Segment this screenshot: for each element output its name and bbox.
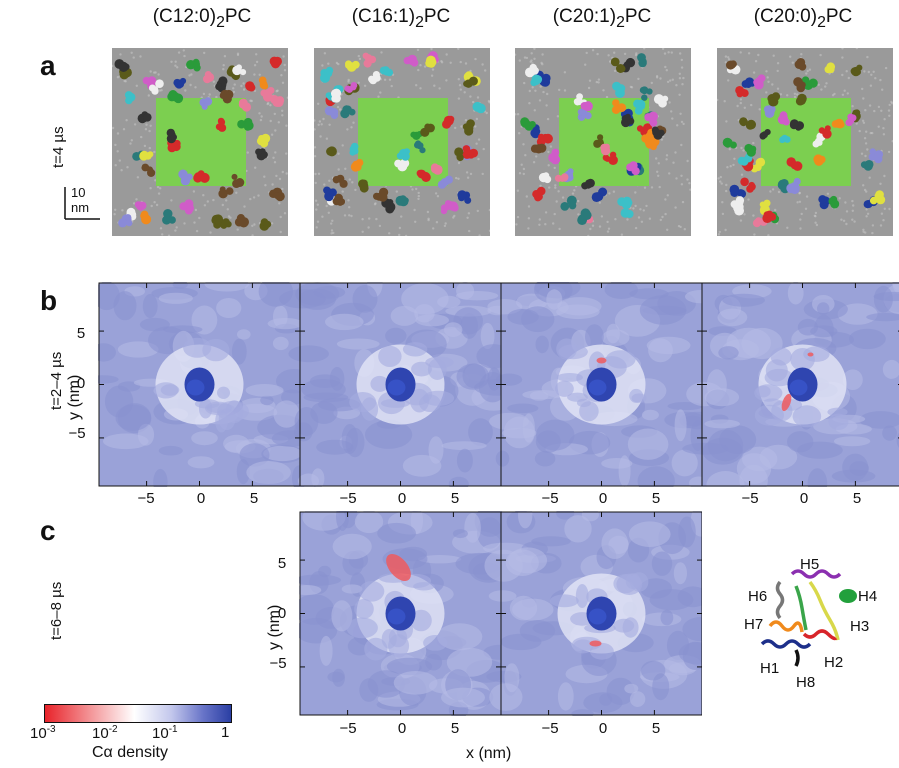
helix-label-h2: H2	[824, 654, 844, 671]
column-title-c12: (C12:0)2PC	[152, 6, 252, 31]
y-tick-b-m5: −5	[68, 425, 86, 442]
helix-h4-blob	[839, 589, 857, 603]
x-tick-c1-0: 0	[397, 720, 407, 737]
scale-bar-value: 10	[71, 185, 86, 200]
row-label-c: t=6–8 µs	[48, 581, 65, 640]
snapshot-c20-0	[717, 48, 893, 236]
helix-h5	[790, 569, 842, 579]
helix-label-h1: H1	[760, 660, 780, 677]
x-tick-c2-5: 5	[651, 720, 661, 737]
panel-letter-b: b	[40, 285, 58, 316]
x-tick-b1-5: 5	[249, 490, 259, 507]
y-tick-c-m5: −5	[269, 655, 287, 672]
helix-h2	[802, 629, 838, 641]
snapshot-c12	[112, 48, 288, 236]
y-tick-c-0: 0	[277, 605, 287, 622]
colorbar-tick-3: 10-1	[152, 724, 178, 742]
helix-label-h5: H5	[800, 556, 820, 573]
x-tick-b2-5: 5	[450, 490, 460, 507]
snapshot-c16	[314, 48, 490, 236]
helix-label-h4: H4	[858, 588, 878, 605]
x-tick-b1-m5: −5	[137, 490, 155, 507]
snapshot-c20-1	[515, 48, 691, 236]
x-tick-c2-m5: −5	[541, 720, 559, 737]
helix-label-h7: H7	[744, 616, 764, 633]
colorbar-tick-2: 10-2	[92, 724, 118, 742]
density-row-b	[98, 282, 899, 487]
row-label-a: t=4 µs	[50, 126, 67, 168]
helix-label-h3: H3	[850, 618, 870, 635]
helix-h1	[760, 639, 812, 649]
density-map-b-c12	[98, 282, 313, 487]
density-map-b-c20-0	[682, 282, 899, 487]
column-title-c16: (C16:1)2PC	[351, 6, 451, 31]
helix-h3-yellow	[808, 580, 840, 641]
x-tick-b3-m5: −5	[541, 490, 559, 507]
row-label-b: t=2–4 µs	[48, 351, 65, 410]
density-row-c	[299, 511, 702, 716]
x-tick-b4-m5: −5	[741, 490, 759, 507]
helix-h8	[794, 649, 800, 667]
panel-letter-a: a	[40, 50, 56, 81]
x-tick-c2-0: 0	[598, 720, 608, 737]
colorbar-tick-4: 1	[221, 724, 230, 741]
x-tick-b1-0: 0	[196, 490, 206, 507]
helix-h6	[775, 580, 785, 620]
colorbar-label: Cα density	[92, 744, 168, 761]
colorbar-tick-1: 10-3	[30, 724, 56, 742]
scale-bar-unit: nm	[71, 200, 90, 215]
y-tick-b-0: 0	[76, 375, 86, 392]
x-tick-c1-5: 5	[450, 720, 460, 737]
density-map-b-c20-1	[487, 282, 717, 487]
density-map-c-c16	[483, 511, 702, 716]
x-tick-b3-5: 5	[651, 490, 661, 507]
column-title-c20-1: (C20:1)2PC	[552, 6, 652, 31]
x-tick-b3-0: 0	[598, 490, 608, 507]
y-tick-c-5: 5	[277, 555, 287, 572]
helix-label-h8: H8	[796, 674, 816, 691]
y-tick-b-5: 5	[76, 325, 86, 342]
x-tick-b4-0: 0	[799, 490, 809, 507]
x-tick-b2-m5: −5	[339, 490, 357, 507]
helix-structure: H5 H6 H4 H7 H3 H1 H2 H8	[740, 556, 890, 710]
x-tick-b4-5: 5	[852, 490, 862, 507]
x-tick-c1-m5: −5	[339, 720, 357, 737]
density-map-b-c16	[279, 282, 522, 487]
helix-label-h6: H6	[748, 588, 768, 605]
panel-letter-c: c	[40, 515, 56, 546]
density-map-c-c12	[299, 511, 518, 716]
x-axis-label: x (nm)	[466, 745, 512, 762]
helix-h7	[768, 620, 804, 633]
colorbar	[44, 704, 232, 723]
x-tick-b2-0: 0	[397, 490, 407, 507]
column-title-c20-0: (C20:0)2PC	[753, 6, 853, 31]
scale-bar: 10 nm	[62, 185, 102, 221]
helix-green	[794, 585, 808, 631]
